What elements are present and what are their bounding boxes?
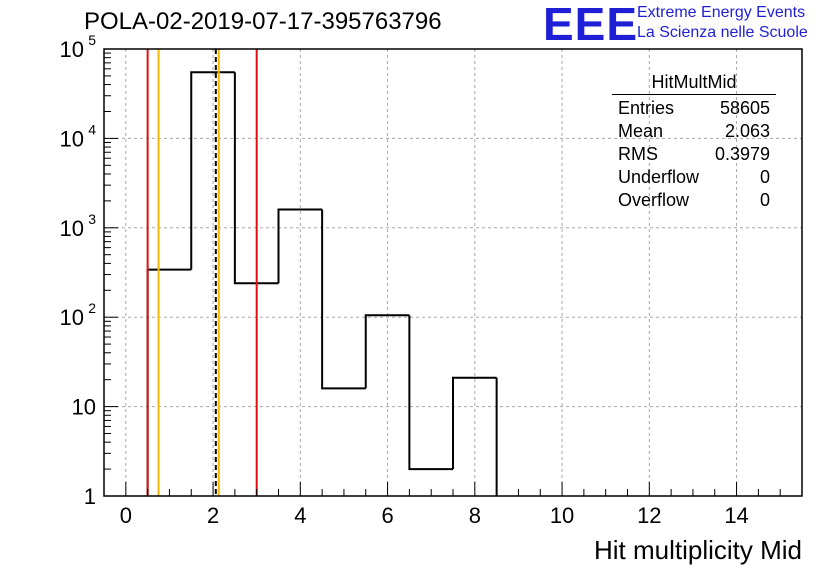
x-tick-label: 0 — [120, 503, 132, 528]
stats-value: 0.3979 — [714, 144, 770, 164]
histogram-bin — [233, 72, 279, 285]
y-tick-exponent: 3 — [88, 211, 96, 227]
histogram-bars — [146, 71, 498, 496]
histogram-bin — [146, 268, 192, 496]
histogram-bin — [452, 376, 497, 470]
y-tick-label: 10 — [60, 37, 84, 62]
stats-row: Mean 2.063 — [612, 120, 776, 143]
y-tick-label: 1 — [84, 484, 96, 509]
eee-logo: EEE — [543, 0, 639, 50]
stats-label: Overflow — [618, 190, 690, 210]
logo-line-2: La Scienza nelle Scuole — [637, 24, 808, 41]
y-tick-label: 10 — [60, 126, 84, 151]
x-tick-label: 14 — [724, 503, 748, 528]
stats-value: 2.063 — [724, 121, 770, 141]
stats-row: Entries 58605 — [612, 97, 776, 120]
stats-box: HitMultMid Entries 58605 Mean 2.063 RMS … — [612, 72, 776, 212]
logo-line-1: Extreme Energy Events — [637, 4, 806, 21]
stats-value: 0 — [759, 167, 770, 187]
x-tick-label: 6 — [381, 503, 393, 528]
stats-value: 58605 — [719, 98, 770, 118]
stats-label: Underflow — [618, 167, 700, 187]
histogram-bin — [364, 314, 410, 389]
x-tick-label: 8 — [469, 503, 481, 528]
x-tick-label: 12 — [637, 503, 661, 528]
y-tick-exponent: 4 — [88, 121, 96, 137]
stats-title: HitMultMid — [612, 72, 776, 95]
stats-label: RMS — [618, 144, 658, 164]
histogram-bin — [190, 71, 235, 270]
stats-row: Overflow 0 — [612, 189, 776, 212]
histogram-bin — [277, 208, 323, 284]
stats-row: RMS 0.3979 — [612, 143, 776, 166]
chart-title: POLA-02-2019-07-17-395763796 — [84, 8, 442, 35]
x-tick-label: 2 — [207, 503, 219, 528]
histogram-bin — [321, 209, 366, 390]
y-tick-label: 10 — [72, 395, 96, 420]
x-axis: 0 2 4 6 8 10 12 14 — [120, 482, 803, 528]
histogram-bin — [408, 315, 453, 471]
y-tick-label: 10 — [60, 216, 84, 241]
x-tick-label: 10 — [550, 503, 574, 528]
y-tick-exponent: 5 — [88, 32, 96, 48]
stats-label: Mean — [618, 121, 664, 141]
x-tick-label: 4 — [294, 503, 306, 528]
vertical-markers — [146, 49, 258, 496]
stats-label: Entries — [618, 98, 675, 118]
stats-row: Underflow 0 — [612, 166, 776, 189]
stats-value: 0 — [759, 190, 770, 210]
y-tick-label: 10 — [60, 305, 84, 330]
y-tick-exponent: 2 — [88, 300, 96, 316]
x-axis-label: Hit multiplicity Mid — [593, 535, 802, 565]
